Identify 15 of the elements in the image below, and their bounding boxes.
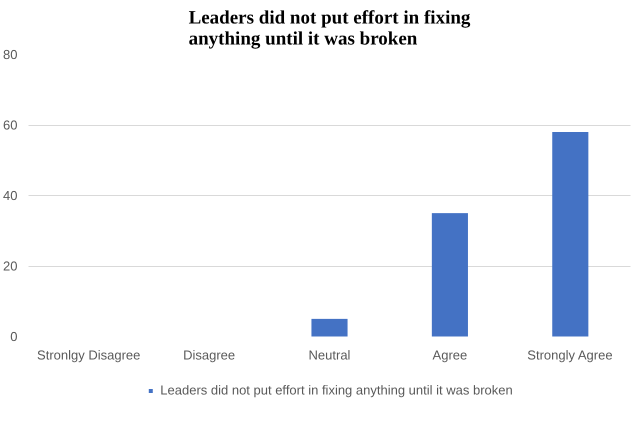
bar bbox=[311, 318, 348, 336]
y-tick-label: 80 bbox=[3, 47, 18, 62]
x-tick-label: Agree bbox=[432, 348, 468, 362]
bar bbox=[552, 132, 588, 336]
bar bbox=[432, 213, 468, 336]
y-tick-label: 20 bbox=[3, 258, 18, 274]
x-tick-label: Disagree bbox=[183, 348, 236, 362]
y-tick-label: 0 bbox=[10, 329, 18, 344]
x-tick-label: Neutral bbox=[308, 348, 351, 362]
y-tick-label: 60 bbox=[3, 118, 18, 132]
chart-title: Leaders did not put effort in fixing anything until it was broken bbox=[188, 8, 471, 50]
y-tick-label: 40 bbox=[3, 188, 18, 203]
legend-label: Leaders did not put effort in fixing anything until it was broken bbox=[160, 382, 513, 398]
x-tick-label: Strongly Agree bbox=[527, 348, 613, 362]
x-tick-label: Stronlgy Disagree bbox=[37, 348, 140, 362]
